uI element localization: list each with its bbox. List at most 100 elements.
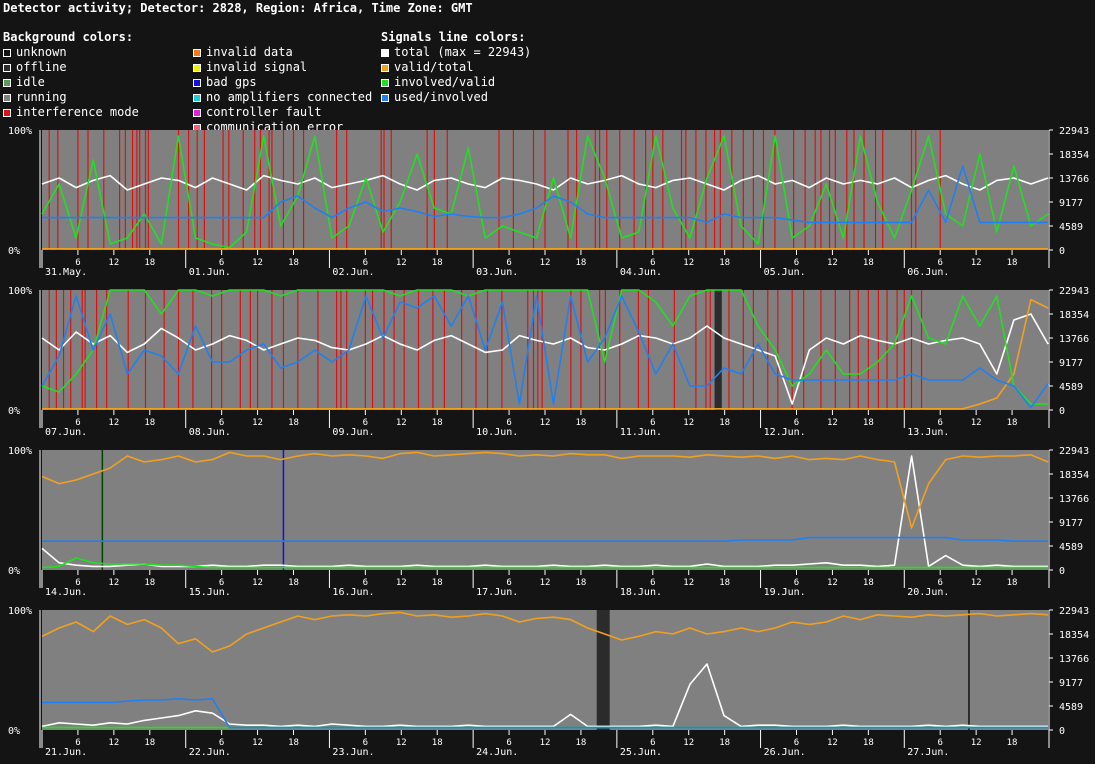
hour-label: 6 [794,578,799,588]
series-line-valid-total [42,298,1049,410]
background-legend-swatch [193,63,201,72]
y-right-tick-label: 22943 [1059,446,1089,457]
hour-label: 18 [288,738,299,748]
series-line-total [41,313,1049,405]
day-label: 09.Jun. [332,427,374,438]
background-legend-swatch [193,108,201,117]
hour-label: 6 [363,738,368,748]
background-legend-label: running [16,90,67,104]
day-label: 25.Jun. [620,747,662,758]
hour-label: 18 [576,258,587,268]
hour-label: 12 [108,738,119,748]
hour-label: 6 [363,578,368,588]
background-legend-item: no amplifiers connected [193,90,372,105]
background-legend-col1: Background colors: unknown offline idle run… [3,30,139,120]
background-legend-label: unknown [16,45,67,59]
background-legend-swatch [193,78,201,87]
hour-label: 18 [1007,258,1018,268]
y-left-tick-label: 100% [8,126,32,137]
series-line-involved-valid [41,289,1048,405]
hour-label: 12 [396,418,407,428]
hour-label: 12 [827,418,838,428]
hour-label: 18 [432,258,443,268]
y-right-tick-label: 22943 [1059,606,1089,617]
hour-label: 12 [827,258,838,268]
hour-label: 12 [252,738,263,748]
hour-label: 6 [794,738,799,748]
day-label: 17.Jun. [476,587,518,598]
y-right-tick-label: 13766 [1059,174,1089,185]
hour-label: 12 [540,418,551,428]
hour-label: 6 [219,578,224,588]
day-label: 22.Jun. [189,747,231,758]
signals-legend-swatch [381,93,389,102]
y-left-tick-label: 0% [8,246,20,257]
hour-label: 6 [506,418,511,428]
day-label: 08.Jun. [189,427,231,438]
day-label: 01.Jun. [189,267,231,278]
series-line-total [41,663,1048,728]
hour-label: 12 [540,258,551,268]
y-right-tick-label: 4589 [1059,542,1083,553]
hour-label: 18 [719,418,730,428]
hour-label: 18 [1007,738,1018,748]
hour-label: 18 [288,578,299,588]
day-label: 19.Jun. [764,587,806,598]
day-label: 10.Jun. [476,427,518,438]
day-label: 18.Jun. [620,587,662,598]
y-left-tick-label: 100% [8,286,32,297]
hour-label: 12 [683,258,694,268]
day-label: 05.Jun. [764,267,806,278]
hour-label: 6 [794,418,799,428]
signals-legend-item: total (max = 22943) [381,45,531,60]
hour-label: 6 [506,738,511,748]
series-line-used-involved [42,697,1048,729]
series-line-involved-valid [41,135,1049,249]
day-label: 04.Jun. [620,267,662,278]
y-right-tick-label: 18354 [1059,310,1089,321]
day-label: 31.May. [45,267,87,278]
background-legend-swatch [3,63,11,72]
hour-label: 12 [971,418,982,428]
hour-label: 18 [719,738,730,748]
hour-label: 12 [827,578,838,588]
day-label: 23.Jun. [332,747,374,758]
hour-label: 6 [363,258,368,268]
background-legend-item: controller fault [193,105,372,120]
series-line-valid-total [41,451,1049,529]
y-right-tick-label: 9177 [1059,678,1083,689]
y-right-tick-label: 4589 [1059,702,1083,713]
signals-legend-label: valid/total [394,60,474,74]
background-legend-item: bad gps [193,75,372,90]
hour-label: 18 [432,738,443,748]
day-label: 12.Jun. [764,427,806,438]
background-legend-label: no amplifiers connected [206,90,373,104]
hour-label: 18 [144,418,155,428]
hour-label: 18 [1007,418,1018,428]
hour-label: 18 [144,738,155,748]
hour-label: 12 [252,258,263,268]
hour-label: 12 [540,738,551,748]
running-background [42,450,1048,570]
day-label: 14.Jun. [45,587,87,598]
hour-label: 6 [75,418,80,428]
y-right-tick-label: 9177 [1059,198,1083,209]
hour-label: 12 [108,258,119,268]
day-label: 24.Jun. [476,747,518,758]
signals-legend-item: used/involved [381,90,531,105]
background-legend-item: offline [3,60,139,75]
background-legend-swatch [3,108,11,117]
background-legend-swatch [3,48,11,57]
signals-legend-item: involved/valid [381,75,531,90]
background-legend-item: interference mode [3,105,139,120]
page-title: Detector activity; Detector: 2828, Regio… [3,1,473,15]
hour-label: 6 [650,578,655,588]
signals-legend-swatch [381,78,389,87]
signals-legend-label: used/involved [394,90,488,104]
hour-label: 12 [396,738,407,748]
hour-label: 6 [650,258,655,268]
hour-label: 12 [252,418,263,428]
day-label: 16.Jun. [332,587,374,598]
